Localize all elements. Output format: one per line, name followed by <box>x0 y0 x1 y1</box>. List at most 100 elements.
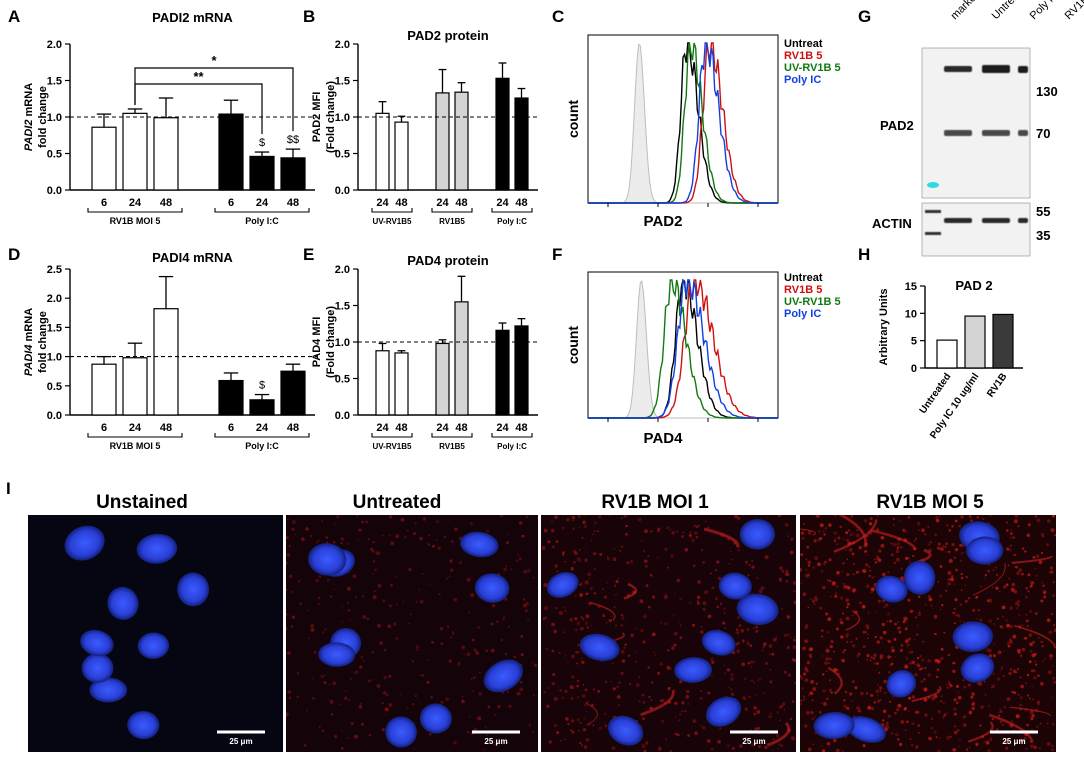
y-tick-label-h: 5 <box>911 336 917 348</box>
bar-b-3 <box>454 91 469 191</box>
lane-label-rv1b: RV1B <box>1063 0 1084 22</box>
chart-title-a: PADI2 mRNA <box>152 10 233 25</box>
bar-e-5 <box>514 325 529 416</box>
x-tick-label-e-3: 48 <box>455 422 467 434</box>
y-axis-label-a: PADI2 mRNA <box>23 83 35 151</box>
blot-label-actin: ACTIN <box>872 216 912 231</box>
nucleus-0-7 <box>80 629 114 657</box>
panel-letter-f: F <box>552 245 562 264</box>
histogram-xlabel-f: PAD4 <box>644 430 684 447</box>
y-tick-label-d: 1.5 <box>47 322 62 334</box>
x-tick-label-a-2: 48 <box>160 197 172 209</box>
band-pad2-rv1b <box>1018 66 1028 73</box>
bar-b-5 <box>514 97 529 191</box>
bar-d-5 <box>280 370 306 416</box>
group-label-d-1: Poly I:C <box>245 441 279 451</box>
group-label-a-1: Poly I:C <box>245 216 279 226</box>
nucleus-1-8 <box>308 543 347 576</box>
legend-entry-c-2: UV-RV1B 5 <box>784 62 841 74</box>
band-actin-rv1b <box>1018 218 1028 223</box>
nucleus-2-0 <box>607 715 644 746</box>
y-axis-label2-d: fold change <box>37 311 49 373</box>
y-axis-label-b: PAD2 MFI <box>311 92 323 143</box>
scale-bar-label-3: 25 μm <box>1002 737 1025 746</box>
x-tick-label-b-5: 48 <box>515 197 527 209</box>
nucleus-1-1 <box>474 573 510 603</box>
nucleus-3-5 <box>875 575 908 603</box>
micrograph-title-rv1b-moi1: RV1B MOI 1 <box>601 492 709 513</box>
group-bracket-b-2 <box>491 208 533 213</box>
panel-letter-i: I <box>6 479 11 498</box>
y-tick-label-a: 0.5 <box>47 149 62 161</box>
marker-band-55 <box>925 210 941 213</box>
nucleus-3-0 <box>903 560 936 595</box>
bar-d-2 <box>153 308 179 416</box>
bar-b-0 <box>375 112 390 191</box>
group-label-d-0: RV1B MOI 5 <box>110 441 161 451</box>
histogram-series-c-3 <box>588 42 778 204</box>
panel-letter-a: A <box>8 7 20 26</box>
y-tick-label-a: 1.0 <box>47 112 62 124</box>
significance-bracket-1 <box>134 67 294 132</box>
y-tick-label-d: 0.5 <box>47 381 62 393</box>
bar-e-0 <box>375 350 390 416</box>
y-tick-label-e: 2.0 <box>335 264 350 276</box>
lane-label-polyic: Poly I:C <box>1028 0 1064 22</box>
nucleus-1-7 <box>419 703 452 734</box>
micrograph-background-2 <box>541 515 796 752</box>
significance-mark-d-0: $ <box>259 380 265 392</box>
y-tick-label-e: 1.0 <box>335 337 350 349</box>
chart-pad2-protein: PAD2 protein 0.0 0.5 1.0 1.5 2.0 PAD2 MFI (Fold… <box>311 28 540 226</box>
band-actin-untreated <box>944 218 972 223</box>
group-bracket-d-1 <box>214 433 310 438</box>
nucleus-2-4 <box>579 633 620 662</box>
bar-a-0 <box>91 126 117 191</box>
nucleus-3-2 <box>813 711 855 740</box>
group-bracket-e-1 <box>431 433 473 438</box>
y-tick-label-e: 1.5 <box>335 301 350 313</box>
legend-entry-c-0: Untreat <box>784 38 823 50</box>
y-tick-label-a: 2.0 <box>47 39 62 51</box>
marker-band-fluorescent <box>927 182 939 188</box>
nucleus-2-6 <box>674 657 713 683</box>
significance-mark-a-1: $$ <box>287 134 299 146</box>
confocal-micrographs: Unstained Untreated RV1B MOI 1 RV1B MOI … <box>28 492 1056 752</box>
nucleus-3-6 <box>960 653 995 683</box>
nucleus-0-0 <box>137 632 170 659</box>
micrograph-background-3 <box>800 515 1056 752</box>
bar-a-4 <box>249 155 275 191</box>
nucleus-1-0 <box>385 716 417 748</box>
bar-b-2 <box>435 92 450 191</box>
x-tick-label-a-0: 6 <box>101 197 107 209</box>
y-tick-label-d: 0.0 <box>47 410 62 422</box>
histogram-series-f-3 <box>588 279 778 419</box>
nucleus-2-1 <box>739 518 776 550</box>
significance-mark-a-0: $ <box>259 137 265 149</box>
western-blot: marker Untreated Poly I:C RV1B PAD2 ACTI… <box>872 0 1084 257</box>
nucleus-0-8 <box>107 586 139 620</box>
micrograph-0: 25 μm <box>28 515 283 752</box>
mw-70: 70 <box>1036 126 1050 141</box>
x-tick-label-d-5: 48 <box>287 422 299 434</box>
group-label-a-0: RV1B MOI 5 <box>110 216 161 226</box>
nucleus-2-2 <box>546 571 579 598</box>
y-axis-label2-e: (Fold change) <box>325 306 337 378</box>
band-pad2-polyic <box>982 65 1010 73</box>
legend-entry-c-1: RV1B 5 <box>784 50 822 62</box>
panel-letter-c: C <box>552 7 564 26</box>
bar-d-0 <box>91 363 117 416</box>
histogram-ylabel-c: count <box>565 100 581 138</box>
nucleus-1-4 <box>483 659 523 693</box>
x-tick-label-d-1: 24 <box>129 422 142 434</box>
histogram-series-f-1 <box>588 279 778 419</box>
lane-label-marker: marker <box>949 0 982 22</box>
micrograph-title-rv1b-moi5: RV1B MOI 5 <box>876 492 984 513</box>
chart-title-h: PAD 2 <box>955 278 992 293</box>
group-bracket-a-0 <box>87 208 183 213</box>
group-label-e-2: Poly I:C <box>497 442 527 451</box>
group-bracket-d-0 <box>87 433 183 438</box>
